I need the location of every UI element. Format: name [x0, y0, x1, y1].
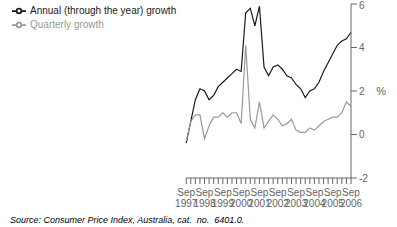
html-text:Sep: Sep [213, 187, 232, 198]
svg-text:%: % [376, 85, 386, 97]
html-text:Sep: Sep [232, 187, 250, 198]
html-text:Sep: Sep [305, 187, 324, 198]
html-text:Source: Consumer Price Index,: Source: Consumer Price Index, Australia,… [10, 215, 245, 225]
html-text:1997: 1997 [175, 198, 198, 209]
svg-text:2: 2 [359, 86, 365, 97]
html-text:Sep: Sep [177, 187, 196, 198]
html-text:1998: 1998 [193, 198, 216, 209]
html-text:2000: 2000 [230, 198, 253, 209]
html-text:2003: 2003 [284, 198, 308, 209]
svg-text:-2: -2 [359, 173, 368, 184]
html-text:2004: 2004 [303, 198, 326, 209]
svg-text:0: 0 [359, 129, 365, 140]
svg-text:Sep2006: Sep2006 [340, 187, 363, 209]
svg-text:4: 4 [359, 42, 365, 53]
html-text:Sep: Sep [250, 187, 269, 198]
html-text:Sep: Sep [323, 187, 342, 198]
html-text:Sep: Sep [287, 187, 305, 198]
html-text:2002: 2002 [266, 198, 289, 209]
html-text:2005: 2005 [321, 198, 344, 209]
svg-text:6: 6 [359, 0, 365, 11]
html-text:Sep: Sep [195, 187, 214, 198]
html-text:Sep: Sep [268, 187, 287, 198]
html-text:2001: 2001 [248, 198, 271, 209]
html-text:1999: 1999 [211, 198, 234, 209]
html-text:Annual (through the year) grow: Annual (through the year) growth [30, 4, 177, 16]
html-text:Quarterly growth: Quarterly growth [30, 18, 104, 30]
